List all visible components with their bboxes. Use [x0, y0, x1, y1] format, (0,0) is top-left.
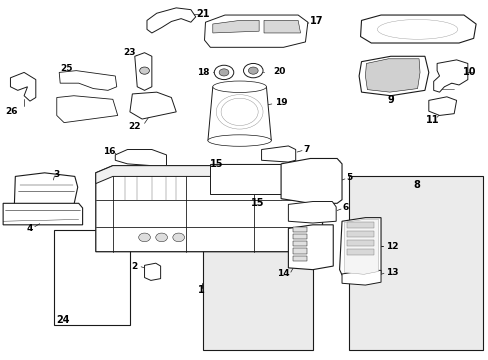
Text: 1: 1: [198, 285, 204, 296]
Text: 2: 2: [131, 262, 138, 271]
Ellipse shape: [212, 81, 266, 93]
Text: 5: 5: [345, 174, 351, 183]
Text: 15: 15: [210, 159, 224, 169]
Text: 20: 20: [272, 67, 285, 76]
Polygon shape: [96, 166, 322, 252]
Text: 13: 13: [385, 268, 398, 277]
Text: 14: 14: [277, 269, 289, 278]
Polygon shape: [14, 173, 78, 209]
Text: 8: 8: [412, 180, 419, 190]
Text: 25: 25: [60, 64, 73, 73]
Circle shape: [139, 233, 150, 242]
Bar: [293, 234, 306, 239]
Polygon shape: [344, 220, 378, 274]
Polygon shape: [365, 59, 419, 92]
Text: 12: 12: [385, 242, 398, 251]
Polygon shape: [339, 218, 380, 277]
Bar: [293, 241, 306, 246]
Polygon shape: [207, 87, 271, 140]
Polygon shape: [96, 166, 322, 184]
Text: 26: 26: [5, 107, 18, 116]
Text: 21: 21: [196, 9, 209, 19]
Text: 16: 16: [102, 147, 115, 156]
Polygon shape: [59, 71, 117, 90]
Polygon shape: [130, 92, 176, 119]
Bar: [346, 222, 373, 228]
Polygon shape: [264, 21, 300, 33]
Bar: [210, 164, 281, 194]
Polygon shape: [281, 158, 341, 203]
Text: 15: 15: [251, 198, 264, 208]
Polygon shape: [288, 202, 335, 223]
Bar: [203, 194, 312, 350]
Text: 24: 24: [56, 315, 70, 325]
Text: 23: 23: [123, 48, 136, 57]
Circle shape: [243, 63, 263, 78]
Bar: [293, 227, 306, 232]
Bar: [293, 256, 306, 261]
Polygon shape: [433, 60, 467, 92]
Polygon shape: [341, 270, 380, 285]
Text: 17: 17: [310, 17, 323, 27]
Bar: [348, 176, 483, 350]
Polygon shape: [115, 149, 166, 166]
Text: 4: 4: [27, 224, 33, 233]
Text: 7: 7: [303, 145, 309, 154]
Polygon shape: [360, 15, 475, 43]
Text: 6: 6: [341, 203, 347, 212]
Text: 10: 10: [462, 67, 475, 77]
Text: 9: 9: [386, 95, 393, 105]
Circle shape: [248, 67, 258, 74]
Text: 22: 22: [128, 122, 141, 131]
Polygon shape: [204, 15, 307, 47]
Bar: [346, 231, 373, 237]
Circle shape: [140, 67, 149, 74]
Circle shape: [214, 65, 233, 80]
Polygon shape: [144, 263, 160, 280]
Polygon shape: [57, 96, 118, 123]
Polygon shape: [261, 146, 295, 162]
Polygon shape: [428, 97, 456, 116]
Polygon shape: [135, 53, 152, 90]
Polygon shape: [358, 56, 428, 96]
Bar: [293, 248, 306, 253]
Circle shape: [156, 233, 167, 242]
Polygon shape: [288, 225, 332, 270]
Text: 11: 11: [425, 115, 439, 125]
Circle shape: [172, 233, 184, 242]
Bar: [54, 230, 130, 325]
Bar: [346, 240, 373, 246]
Bar: [346, 249, 373, 255]
Polygon shape: [147, 8, 195, 33]
Ellipse shape: [207, 135, 271, 146]
Polygon shape: [3, 203, 82, 225]
Text: 18: 18: [196, 68, 209, 77]
Text: 3: 3: [54, 170, 60, 179]
Polygon shape: [10, 72, 36, 101]
Polygon shape: [212, 21, 259, 33]
Text: 19: 19: [275, 98, 287, 107]
Circle shape: [219, 69, 228, 76]
